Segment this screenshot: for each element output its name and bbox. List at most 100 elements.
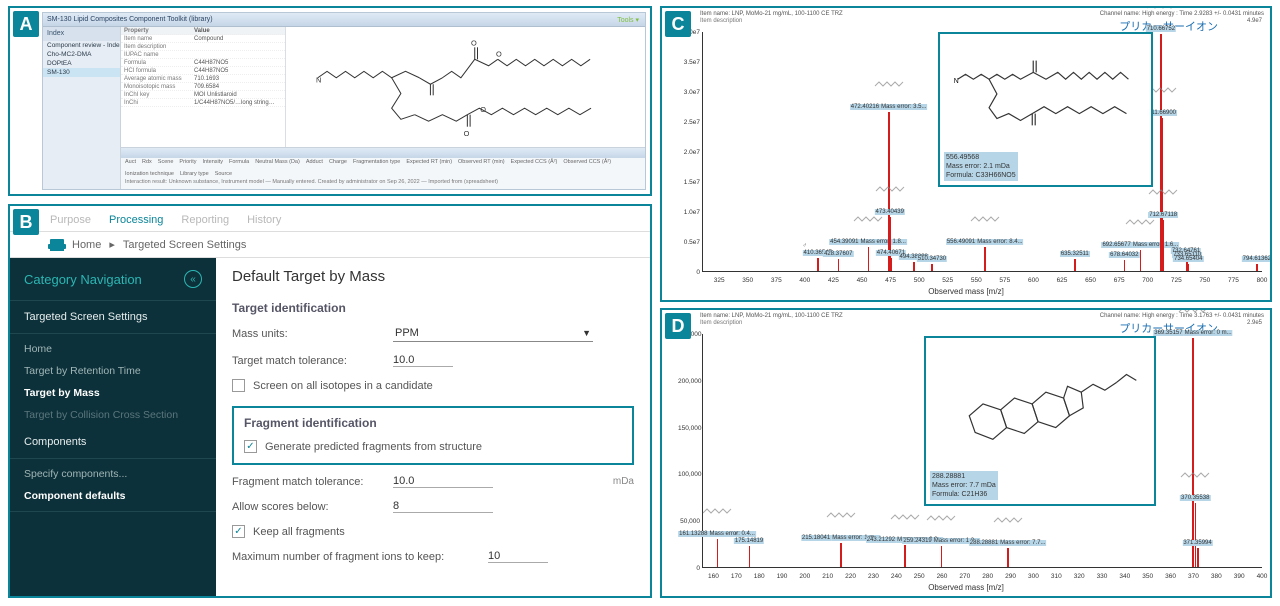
peak-label: 371.35994 — [1182, 539, 1212, 546]
property-row: Item description — [121, 43, 285, 51]
peak[interactable] — [838, 259, 840, 271]
allow-scores-label: Allow scores below: — [232, 501, 377, 513]
tab-processing[interactable]: Processing — [109, 214, 163, 231]
property-row: Monoisotopic mass709.6584 — [121, 83, 285, 91]
nav-section-settings: Targeted Screen Settings — [10, 301, 216, 329]
property-row: InChi1/C44H87NO5/…long string… — [121, 99, 285, 107]
peak[interactable] — [1188, 264, 1190, 271]
structure-viewer[interactable]: N O O O O — [286, 27, 645, 147]
peak[interactable] — [913, 262, 915, 271]
tree-item[interactable]: Cho-MC2-DMA — [43, 50, 120, 59]
property-row: FormulaC44H87NO5 — [121, 59, 285, 67]
spectrum-inset-d: 288.28881 Mass error: 7.7 mDa Formula: C… — [924, 336, 1156, 506]
generate-fragments-checkbox[interactable]: ✓ — [244, 440, 257, 453]
tree-header: Index — [43, 27, 120, 41]
nav-specify-components[interactable]: Specify components... — [10, 463, 216, 485]
target-tol-input[interactable]: 10.0 — [393, 354, 453, 367]
peak[interactable] — [1124, 260, 1126, 271]
peak[interactable] — [868, 247, 870, 271]
peak[interactable] — [1197, 548, 1199, 567]
fragment-structure-icon — [874, 181, 906, 195]
keep-fragments-checkbox[interactable]: ✓ — [232, 525, 245, 538]
peak[interactable] — [1256, 264, 1258, 271]
peak[interactable] — [1163, 220, 1165, 271]
chevron-down-icon: ▼ — [582, 328, 591, 338]
x-axis-label: Observed mass [m/z] — [928, 583, 1004, 592]
collapse-nav-icon[interactable]: « — [184, 270, 202, 288]
nav-target-mass[interactable]: Target by Mass — [10, 382, 216, 404]
peak[interactable] — [840, 543, 842, 567]
fragment-structure-icon — [889, 509, 921, 523]
tree-item[interactable]: Component review - Index (MIC) — [43, 41, 120, 50]
window-title: SM-130 Lipid Composites Component Toolki… — [47, 16, 213, 23]
peak[interactable] — [984, 247, 986, 271]
spec-subtitle: Item description — [700, 18, 742, 24]
tools-menu[interactable]: Tools ▾ — [617, 16, 645, 24]
fragment-structure-icon — [969, 211, 1001, 225]
property-row: HCI formulaC44H87NO5 — [121, 67, 285, 75]
crumb-home[interactable]: Home — [72, 239, 101, 251]
chevron-right-icon: ▸ — [109, 238, 115, 251]
spectrum-c[interactable]: Item name: LNP, MoMo-21 mg/mL, 100-1100 … — [664, 10, 1268, 298]
peak[interactable] — [931, 264, 933, 271]
svg-text:O: O — [480, 105, 486, 114]
peak[interactable] — [1140, 250, 1142, 271]
frag-tol-unit: mDa — [613, 476, 634, 487]
peak-label: 288.28881Mass error: 7.7... — [969, 539, 1047, 546]
spec-max-count: 2.9e5 — [1247, 320, 1262, 326]
property-row: PropertyValue — [121, 27, 285, 35]
tree-item-selected[interactable]: SM-130 — [43, 68, 120, 77]
breadcrumb: Home ▸ Targeted Screen Settings — [10, 232, 650, 258]
peak[interactable] — [890, 258, 892, 271]
property-grid: PropertyValueItem nameCompoundItem descr… — [121, 27, 286, 147]
frag-tol-input[interactable]: 10.0 — [393, 475, 493, 488]
peak-label: 428.37607 — [823, 250, 853, 257]
isotopes-checkbox[interactable] — [232, 379, 245, 392]
allow-scores-input[interactable]: 8 — [393, 500, 493, 513]
mass-units-select[interactable]: PPM ▼ — [393, 325, 593, 342]
peak[interactable] — [1192, 338, 1194, 567]
tree-item[interactable]: DOPtEA — [43, 59, 120, 68]
nav-target-rt[interactable]: Target by Retention Time — [10, 360, 216, 382]
compound-tree-sidebar: Index Component review - Index (MIC) Cho… — [43, 27, 121, 189]
peak[interactable] — [1074, 259, 1076, 271]
tab-purpose[interactable]: Purpose — [50, 214, 91, 231]
nav-target-ccs[interactable]: Target by Collision Cross Section — [10, 404, 216, 426]
y-axis-label: Intensity [Counts] — [660, 396, 663, 458]
fragment-id-highlight-box: Fragment identification ✓ Generate predi… — [232, 406, 634, 465]
x-axis-label: Observed mass [m/z] — [928, 287, 1004, 296]
keep-fragments-label: Keep all fragments — [253, 526, 345, 538]
property-row: Item nameCompound — [121, 35, 285, 43]
property-row: IUPAC name — [121, 51, 285, 59]
property-row: Average atomic mass710.1693 — [121, 75, 285, 83]
spec-max-count: 4.9e7 — [1247, 18, 1262, 24]
home-icon[interactable] — [50, 239, 64, 251]
workflow-tabs: Purpose Processing Reporting History — [10, 206, 650, 232]
peak[interactable] — [941, 546, 943, 567]
peak-label: 692.65677Mass error: 1.6... — [1101, 241, 1179, 248]
nav-home[interactable]: Home — [10, 338, 216, 360]
peak-label: 635.32511 — [1060, 250, 1090, 257]
nav-component-defaults[interactable]: Component defaults — [10, 485, 216, 507]
peak[interactable] — [904, 545, 906, 567]
panel-a-compound-details: A SM-130 Lipid Composites Component Tool… — [8, 6, 652, 196]
peak[interactable] — [1007, 548, 1009, 567]
tab-history[interactable]: History — [247, 214, 281, 231]
peak-label: 473.40439 — [875, 208, 905, 215]
spectrum-d[interactable]: Item name: LNP, MoMo-21 mg/mL, 100-1100 … — [664, 312, 1268, 594]
max-fragments-input[interactable]: 10 — [488, 550, 548, 563]
fragment-structure-icon — [1177, 308, 1209, 316]
panel-label-c: C — [665, 11, 691, 37]
fragment-structure-icon — [925, 510, 957, 524]
peak[interactable] — [749, 546, 751, 567]
spec-subtitle: Item description — [700, 320, 742, 326]
peak[interactable] — [1195, 503, 1197, 567]
category-navigation: Category Navigation « Targeted Screen Se… — [10, 258, 216, 596]
peak[interactable] — [817, 258, 819, 271]
peak-label: 369.35157Mass error: 0 m... — [1153, 329, 1232, 336]
inset-info-d: 288.28881 Mass error: 7.7 mDa Formula: C… — [930, 471, 998, 500]
spec-title: Item name: LNP, MoMo-21 mg/mL, 100-1100 … — [700, 313, 843, 319]
tab-reporting[interactable]: Reporting — [181, 214, 229, 231]
peak[interactable] — [717, 539, 719, 567]
peak-label: 734.65404 — [1173, 255, 1203, 262]
